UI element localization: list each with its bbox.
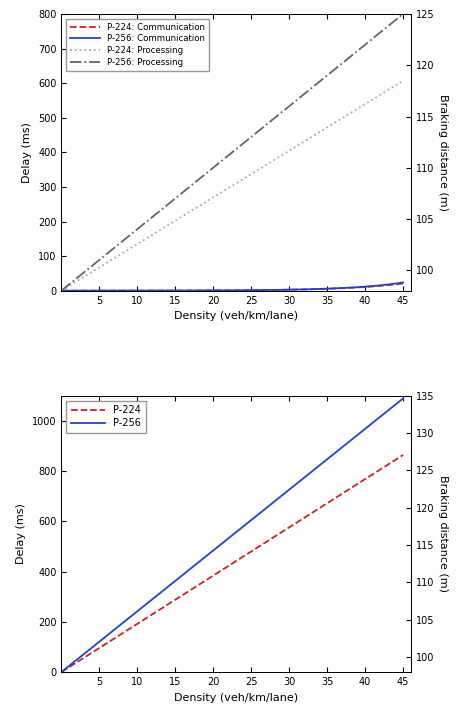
P-256 <box>119 619 125 628</box>
P-224: Processing: (0.01, 0.135): Processing: (0.01, 0.135) <box>59 286 64 295</box>
P-256: Processing: (11.6, 206): Processing: (11.6, 206) <box>146 215 152 224</box>
Line: P-224: Processing: P-224: Processing <box>61 81 403 290</box>
P-224 <box>146 612 152 621</box>
P-224 <box>287 523 292 531</box>
P-256: Communication: (0.01, 5.68e-05): Communication: (0.01, 5.68e-05) <box>59 287 64 295</box>
P-224: Processing: (11.6, 156): Processing: (11.6, 156) <box>146 232 152 241</box>
P-224: Processing: (30.1, 406): Processing: (30.1, 406) <box>287 147 292 155</box>
P-224: Processing: (26.5, 358): Processing: (26.5, 358) <box>260 163 266 172</box>
P-256: Processing: (26.5, 472): Processing: (26.5, 472) <box>260 123 266 132</box>
P-224: Processing: (20.4, 275): Processing: (20.4, 275) <box>213 192 219 200</box>
P-224: Processing: (33.9, 457): Processing: (33.9, 457) <box>316 129 321 137</box>
P-224: Processing: (7.97, 108): Processing: (7.97, 108) <box>119 250 125 258</box>
Y-axis label: Delay (ms): Delay (ms) <box>17 503 26 564</box>
P-256 <box>316 462 321 470</box>
P-224: Communication: (30.1, 2.85): Communication: (30.1, 2.85) <box>287 285 292 294</box>
P-224 <box>260 540 266 548</box>
P-224: Communication: (11.6, 0.199): Communication: (11.6, 0.199) <box>146 286 152 295</box>
P-256 <box>213 544 219 553</box>
Y-axis label: Delay (ms): Delay (ms) <box>23 122 33 183</box>
P-256: Processing: (45, 801): Processing: (45, 801) <box>400 10 406 19</box>
P-256: Communication: (33.9, 4.88): Communication: (33.9, 4.88) <box>316 285 321 293</box>
P-256 <box>59 668 64 676</box>
P-224 <box>400 450 406 459</box>
X-axis label: Density (veh/km/lane): Density (veh/km/lane) <box>174 693 298 703</box>
P-256: Processing: (30.1, 535): Processing: (30.1, 535) <box>287 102 292 110</box>
Y-axis label: Braking distance (m): Braking distance (m) <box>438 475 448 593</box>
P-224: Processing: (45, 608): Processing: (45, 608) <box>400 77 406 85</box>
Line: P-256: P-256 <box>61 398 403 672</box>
P-256: Processing: (0.01, 0.178): Processing: (0.01, 0.178) <box>59 286 64 295</box>
P-224: Communication: (45, 20.8): Communication: (45, 20.8) <box>400 279 406 287</box>
P-256: Communication: (11.6, 0.167): Communication: (11.6, 0.167) <box>146 286 152 295</box>
P-224: Communication: (7.97, 0.103): Communication: (7.97, 0.103) <box>119 287 125 295</box>
P-224: Communication: (26.5, 1.77): Communication: (26.5, 1.77) <box>260 286 266 295</box>
Line: P-256: Processing: P-256: Processing <box>61 14 403 290</box>
Legend: P-224, P-256: P-224, P-256 <box>66 400 146 433</box>
P-256 <box>146 598 152 606</box>
P-224: Communication: (0.01, 7.26e-05): Communication: (0.01, 7.26e-05) <box>59 287 64 295</box>
Line: P-224: P-224 <box>61 455 403 672</box>
Legend: P-224: Communication, P-256: Communication, P-224: Processing, P-256: Processing: P-224: Communication, P-256: Communicati… <box>66 19 209 71</box>
X-axis label: Density (veh/km/lane): Density (veh/km/lane) <box>174 311 298 321</box>
P-256 <box>260 506 266 515</box>
P-256: Communication: (26.5, 1.69): Communication: (26.5, 1.69) <box>260 286 266 295</box>
Y-axis label: Braking distance (m): Braking distance (m) <box>438 94 448 211</box>
P-224: Communication: (20.4, 0.754): Communication: (20.4, 0.754) <box>213 286 219 295</box>
P-256: Communication: (45, 23.8): Communication: (45, 23.8) <box>400 278 406 287</box>
P-256: Communication: (20.4, 0.681): Communication: (20.4, 0.681) <box>213 286 219 295</box>
P-224 <box>213 570 219 578</box>
P-224 <box>59 668 64 676</box>
P-256 <box>400 394 406 403</box>
P-256: Processing: (33.9, 603): Processing: (33.9, 603) <box>316 78 321 87</box>
P-224 <box>316 504 321 513</box>
P-256: Processing: (7.97, 142): Processing: (7.97, 142) <box>119 237 125 246</box>
P-256: Processing: (20.4, 362): Processing: (20.4, 362) <box>213 161 219 169</box>
P-224: Communication: (33.9, 4.76): Communication: (33.9, 4.76) <box>316 285 321 293</box>
P-256 <box>287 485 292 493</box>
Line: P-224: Communication: P-224: Communication <box>61 283 403 291</box>
P-224 <box>119 629 125 638</box>
P-256: Communication: (30.1, 2.81): Communication: (30.1, 2.81) <box>287 285 292 294</box>
P-256: Communication: (7.97, 0.0841): Communication: (7.97, 0.0841) <box>119 287 125 295</box>
Line: P-256: Communication: P-256: Communication <box>61 282 403 291</box>
